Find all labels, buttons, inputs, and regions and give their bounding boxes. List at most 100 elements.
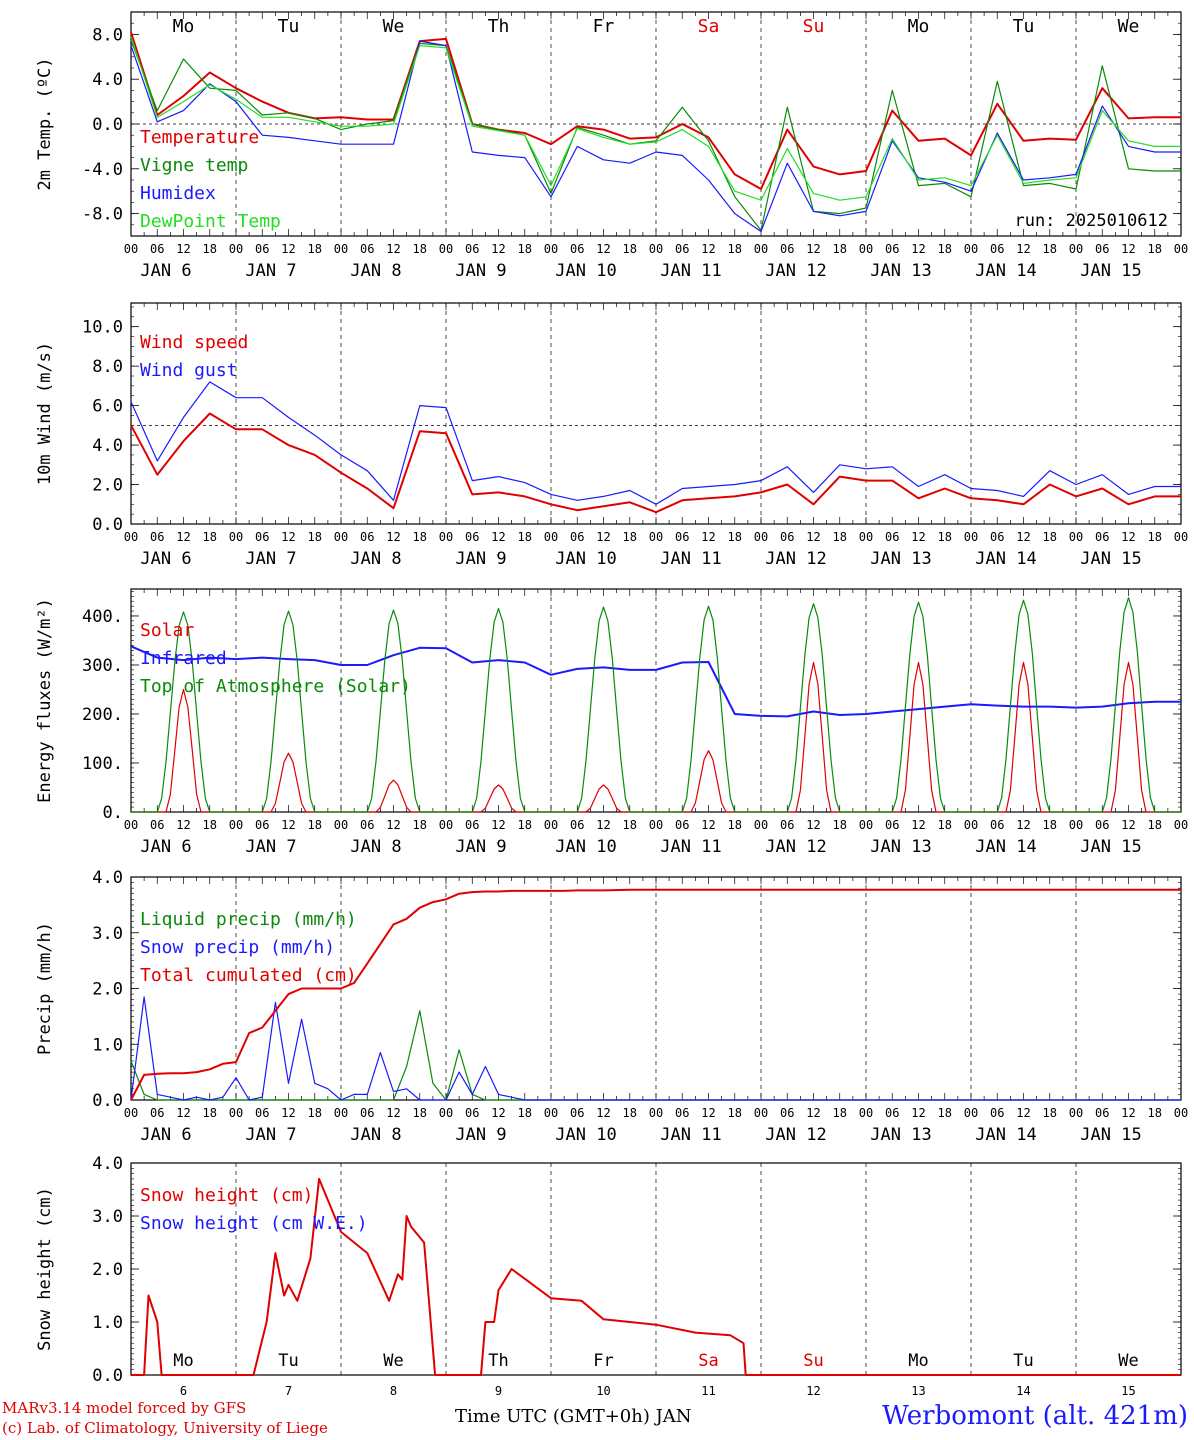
series-line-0 bbox=[130, 412, 1181, 514]
hour-tick-label: 00 bbox=[859, 818, 873, 832]
hour-tick-label: 06 bbox=[990, 818, 1004, 832]
hour-tick-label: 06 bbox=[990, 242, 1004, 256]
date-label: JAN 10 bbox=[555, 837, 616, 857]
hour-tick-label: 06 bbox=[150, 1106, 164, 1120]
hour-tick-label: 00 bbox=[334, 530, 348, 544]
hour-tick-label: 18 bbox=[1043, 1106, 1057, 1120]
hour-tick-label: 12 bbox=[806, 1106, 820, 1120]
model-credit: MARv3.14 model forced by GFS bbox=[2, 1399, 247, 1417]
series-line-1 bbox=[130, 381, 1181, 505]
hour-tick-label: 00 bbox=[964, 1106, 978, 1120]
hour-tick-label: 06 bbox=[675, 818, 689, 832]
date-label: JAN 8 bbox=[350, 1125, 401, 1145]
y-tick-label: 0.0 bbox=[92, 1091, 123, 1111]
hour-tick-label: 06 bbox=[360, 1106, 374, 1120]
hour-tick-label: 00 bbox=[544, 818, 558, 832]
day-name: Mo bbox=[908, 16, 930, 37]
hour-tick-label: 12 bbox=[701, 1106, 715, 1120]
y-tick-label: 8.0 bbox=[92, 357, 123, 377]
y-tick-label: 2.0 bbox=[92, 1260, 123, 1280]
day-name: Fr bbox=[593, 1351, 613, 1371]
hour-tick-label: 00 bbox=[439, 1106, 453, 1120]
y-tick-label: 6.0 bbox=[92, 397, 123, 417]
hour-tick-label: 06 bbox=[1095, 530, 1109, 544]
hour-tick-label: 00 bbox=[859, 530, 873, 544]
hour-tick-label: 00 bbox=[754, 530, 768, 544]
date-label: JAN 11 bbox=[660, 1125, 721, 1145]
hour-tick-label: 00 bbox=[229, 1106, 243, 1120]
y-tick-label: 0.0 bbox=[92, 515, 123, 535]
hour-tick-label: 12 bbox=[176, 530, 190, 544]
station-name: Werbomont (alt. 421m) bbox=[882, 1401, 1188, 1431]
hour-tick-label: 12 bbox=[491, 818, 505, 832]
hour-tick-label: 12 bbox=[701, 242, 715, 256]
day-name: Mo bbox=[908, 1351, 928, 1371]
hour-tick-label: 12 bbox=[911, 242, 925, 256]
legend-entry: Humidex bbox=[140, 183, 216, 204]
hour-tick-label: 18 bbox=[938, 530, 952, 544]
hour-tick-label: 18 bbox=[623, 818, 637, 832]
hour-tick-label: 06 bbox=[570, 1106, 584, 1120]
series-line-2 bbox=[131, 597, 1181, 813]
hour-tick-label: 12 bbox=[281, 1106, 295, 1120]
hour-tick-label: 18 bbox=[308, 530, 322, 544]
date-label: JAN 12 bbox=[765, 549, 826, 569]
hour-tick-label: 00 bbox=[439, 818, 453, 832]
date-label: JAN 11 bbox=[660, 837, 721, 857]
date-label: JAN 14 bbox=[975, 549, 1036, 569]
date-label: JAN 7 bbox=[245, 549, 296, 569]
legend-entry: Vigne temp bbox=[140, 155, 248, 176]
date-label: JAN 12 bbox=[765, 837, 826, 857]
y-tick-label: 0.0 bbox=[92, 115, 123, 135]
day-name: Su bbox=[803, 16, 825, 37]
x-axis-title: Time UTC (GMT+0h) JAN bbox=[455, 1406, 692, 1427]
panel-4 bbox=[130, 876, 1182, 1101]
hour-tick-label: 18 bbox=[728, 1106, 742, 1120]
hour-tick-label: 12 bbox=[806, 818, 820, 832]
date-label: JAN 9 bbox=[455, 1125, 506, 1145]
y-tick-label: 4.0 bbox=[92, 70, 123, 90]
date-label: JAN 8 bbox=[350, 261, 401, 281]
y-axis-title: 10m Wind (m/s) bbox=[35, 342, 55, 485]
date-label: JAN 14 bbox=[975, 1125, 1036, 1145]
hour-tick-label: 00 bbox=[1174, 242, 1188, 256]
date-label: JAN 12 bbox=[765, 261, 826, 281]
date-label: JAN 11 bbox=[660, 261, 721, 281]
hour-tick-label: 06 bbox=[675, 242, 689, 256]
hour-tick-label: 06 bbox=[990, 1106, 1004, 1120]
hour-tick-label: 12 bbox=[281, 242, 295, 256]
y-axis-title: Energy fluxes (W/m²) bbox=[35, 598, 55, 803]
hour-tick-label: 12 bbox=[1016, 818, 1030, 832]
day-name: Th bbox=[488, 1351, 508, 1371]
series-line-1 bbox=[130, 996, 1181, 1101]
hour-tick-label: 18 bbox=[938, 818, 952, 832]
hour-tick-label: 18 bbox=[308, 1106, 322, 1120]
legend-entry: Wind gust bbox=[140, 360, 238, 381]
day-number: 13 bbox=[911, 1384, 925, 1398]
hour-tick-label: 06 bbox=[780, 242, 794, 256]
hour-tick-label: 00 bbox=[1174, 818, 1188, 832]
hour-tick-label: 00 bbox=[754, 242, 768, 256]
date-label: JAN 10 bbox=[555, 549, 616, 569]
run-label: run: 2025010612 bbox=[1014, 211, 1168, 231]
hour-tick-label: 06 bbox=[1095, 818, 1109, 832]
day-number: 14 bbox=[1016, 1384, 1030, 1398]
series-line-1 bbox=[130, 645, 1181, 718]
hour-tick-label: 06 bbox=[465, 1106, 479, 1120]
legend-entry: Liquid precip (mm/h) bbox=[140, 909, 357, 930]
date-label: JAN 15 bbox=[1080, 1125, 1141, 1145]
y-axis-title: 2m Temp. (ºC) bbox=[35, 57, 55, 190]
hour-tick-label: 06 bbox=[885, 242, 899, 256]
hour-tick-label: 00 bbox=[754, 818, 768, 832]
hour-tick-label: 06 bbox=[570, 242, 584, 256]
hour-tick-label: 06 bbox=[1095, 242, 1109, 256]
panel-2 bbox=[130, 302, 1182, 525]
hour-tick-label: 00 bbox=[544, 1106, 558, 1120]
hour-tick-label: 18 bbox=[938, 1106, 952, 1120]
date-label: JAN 10 bbox=[555, 261, 616, 281]
hour-tick-label: 18 bbox=[203, 242, 217, 256]
hour-tick-label: 00 bbox=[334, 1106, 348, 1120]
y-tick-label: 3.0 bbox=[92, 1207, 123, 1227]
hour-tick-label: 06 bbox=[465, 242, 479, 256]
hour-tick-label: 06 bbox=[885, 530, 899, 544]
